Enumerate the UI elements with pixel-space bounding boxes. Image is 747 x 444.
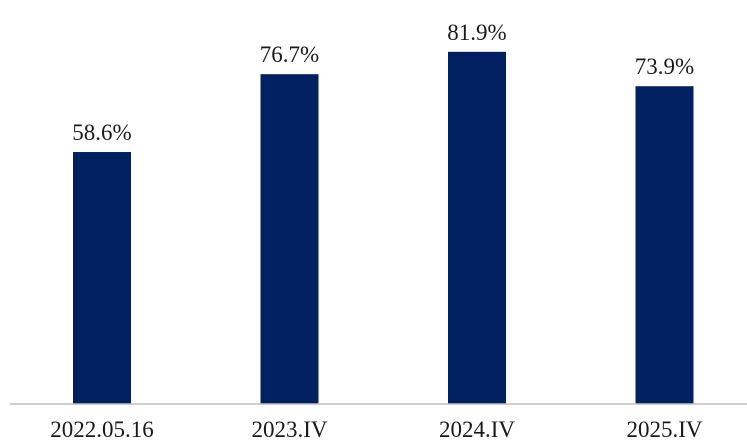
bar-2022.05.16 [73, 152, 131, 404]
data-label-2022.05.16: 58.6% [72, 120, 131, 145]
data-label-2023.IV: 76.7% [260, 42, 319, 67]
category-label-2024.IV: 2024.IV [439, 417, 515, 442]
data-labels-group: 58.6% 76.7% 81.9% 73.9% [72, 20, 694, 145]
data-label-2024.IV: 81.9% [447, 20, 506, 45]
bar-2023.IV [260, 74, 319, 404]
category-label-2022.05.16: 2022.05.16 [50, 417, 154, 442]
category-label-2023.IV: 2023.IV [251, 417, 327, 442]
data-label-2025.IV: 73.9% [635, 54, 694, 79]
category-labels-group: 2022.05.16 2023.IV 2024.IV 2025.IV [50, 417, 703, 442]
bar-2025.IV [635, 86, 694, 404]
bars-group [73, 51, 694, 405]
category-label-2025.IV: 2025.IV [626, 417, 702, 442]
bar-2024.IV [448, 51, 506, 405]
